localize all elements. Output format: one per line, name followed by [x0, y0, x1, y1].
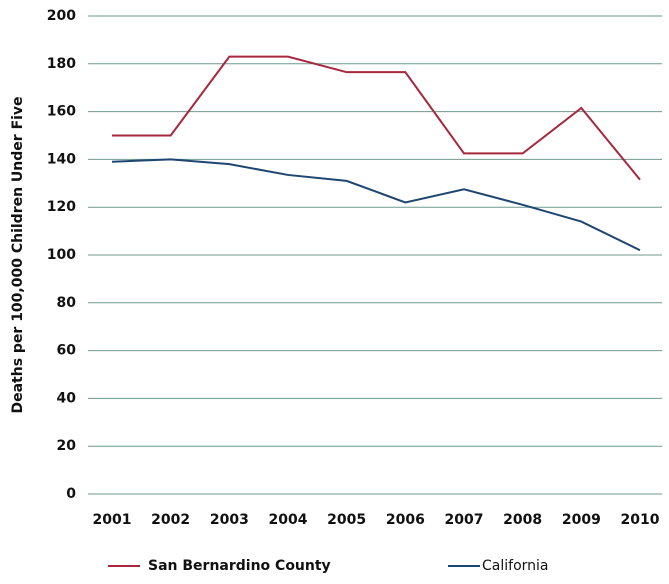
y-axis-title: Deaths per 100,000 Children Under Five	[10, 96, 26, 413]
y-tick-label: 180	[47, 56, 76, 72]
y-tick-label: 140	[47, 151, 76, 167]
y-tick-label: 100	[47, 247, 76, 263]
y-tick-label: 60	[57, 343, 77, 359]
x-tick-label: 2010	[621, 512, 660, 528]
series-line	[111, 158, 641, 252]
y-tick-label: 80	[57, 295, 77, 311]
legend-label: California	[482, 558, 548, 574]
y-tick-label: 20	[57, 438, 77, 454]
legend-label: San Bernardino County	[148, 558, 331, 574]
x-tick-label: 2007	[445, 512, 484, 528]
x-tick-label: 2008	[503, 512, 542, 528]
y-tick-label: 120	[47, 199, 76, 215]
series-line	[112, 55, 641, 181]
x-tick-label: 2006	[386, 512, 425, 528]
x-tick-label: 2005	[327, 512, 366, 528]
x-tick-label: 2001	[93, 512, 132, 528]
y-tick-label: 0	[66, 486, 76, 502]
x-tick-label: 2003	[210, 512, 249, 528]
y-tick-label: 160	[47, 104, 76, 120]
x-tick-label: 2004	[269, 512, 308, 528]
y-tick-label: 40	[57, 390, 77, 406]
x-tick-label: 2002	[151, 512, 190, 528]
y-tick-label: 200	[47, 8, 76, 24]
x-tick-label: 2009	[562, 512, 601, 528]
